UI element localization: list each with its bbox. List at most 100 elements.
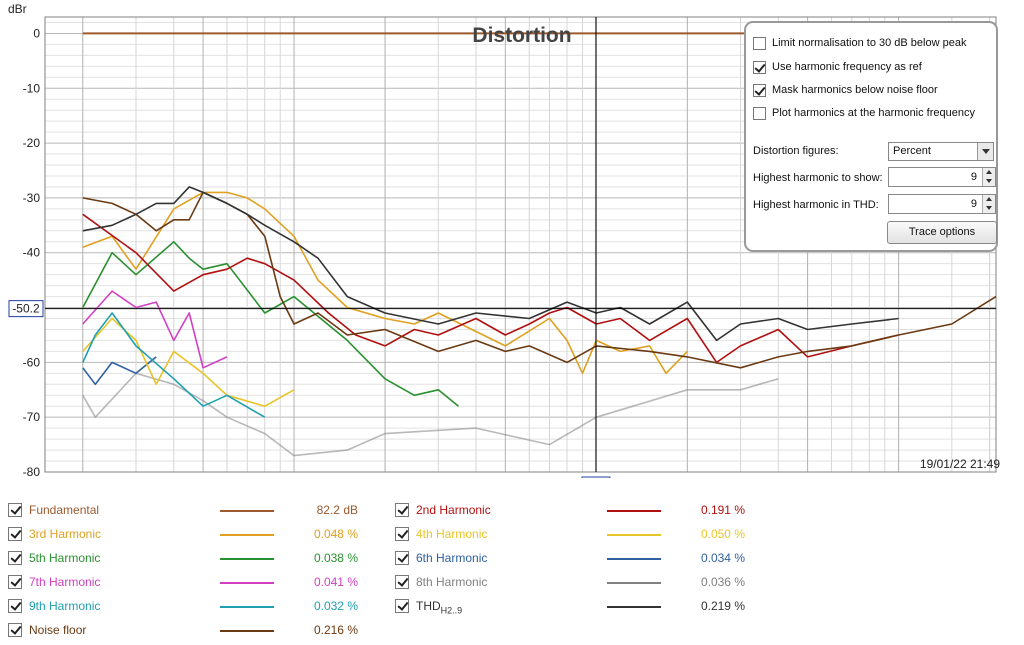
chevron-down-icon[interactable] bbox=[977, 143, 993, 160]
use-harmonic-frequency-label: Use harmonic frequency as ref bbox=[772, 61, 922, 73]
legend-name: 3rd Harmonic bbox=[29, 527, 102, 541]
series-line-8th-harmonic bbox=[82, 372, 779, 457]
x-tick-label: 100 bbox=[284, 477, 304, 478]
x-tick-label: 5k bbox=[801, 477, 815, 478]
x-tick-label: 20 bbox=[76, 477, 90, 478]
y-axis-label: dBr bbox=[8, 2, 27, 16]
legend-value: 0.191 % bbox=[700, 503, 745, 517]
y-tick-label: -60 bbox=[23, 355, 41, 369]
x-tick-label: 21kHz bbox=[988, 477, 1022, 478]
highest-harmonic-thd-label: Highest harmonic in THD: bbox=[753, 199, 879, 211]
legend-value: 0.048 % bbox=[313, 527, 358, 541]
mask-harmonics-label: Mask harmonics below noise floor bbox=[772, 84, 938, 96]
legend-value: 0.036 % bbox=[700, 575, 745, 589]
highest-harmonic-thd-value: 9 bbox=[970, 198, 977, 210]
x-tick-label: 3k bbox=[734, 477, 748, 478]
legend-name: 7th Harmonic bbox=[29, 575, 101, 589]
legend-checkbox-h3[interactable] bbox=[8, 527, 22, 541]
x-tick-label: 300 bbox=[428, 477, 448, 478]
legend-swatch bbox=[607, 606, 661, 608]
y-tick-label: 0 bbox=[33, 26, 40, 40]
legend-checkbox-h6[interactable] bbox=[395, 551, 409, 565]
legend-checkbox-fundamental[interactable] bbox=[8, 503, 22, 517]
legend-checkbox-h7[interactable] bbox=[8, 575, 22, 589]
legend-swatch bbox=[220, 606, 274, 608]
legend-value: 0.038 % bbox=[313, 551, 358, 565]
x-tick-label: 8k bbox=[863, 477, 877, 478]
series-line-4th-harmonic bbox=[82, 317, 295, 408]
legend-name: Fundamental bbox=[29, 503, 100, 517]
spinner-buttons bbox=[982, 168, 995, 186]
legend-checkbox-h8[interactable] bbox=[395, 575, 409, 589]
y-tick-label: -20 bbox=[23, 136, 41, 150]
timestamp: 19/01/22 21:49 bbox=[920, 457, 1000, 471]
distortion-figures-select[interactable]: Percent bbox=[888, 142, 994, 161]
legend-swatch bbox=[220, 510, 274, 512]
x-tick-label: 4k bbox=[772, 477, 786, 478]
legend-name: 6th Harmonic bbox=[416, 551, 488, 565]
x-tick-label: 15 bbox=[38, 477, 52, 478]
series-line-thd-h2-9 bbox=[82, 186, 899, 342]
series-line-7th-harmonic bbox=[82, 290, 228, 369]
legend-swatch bbox=[607, 582, 661, 584]
x-tick-label: 60 bbox=[220, 477, 234, 478]
legend-swatch bbox=[220, 558, 274, 560]
spin-down-icon[interactable] bbox=[983, 204, 995, 213]
legend-name: Noise floor bbox=[29, 623, 87, 637]
legend-checkbox-h4[interactable] bbox=[395, 527, 409, 541]
plot-harmonics-option[interactable]: Plot harmonics at the harmonic frequency bbox=[753, 105, 975, 121]
legend-checkbox-h5[interactable] bbox=[8, 551, 22, 565]
legend-checkbox-thd[interactable] bbox=[395, 599, 409, 613]
highest-harmonic-thd-spinner[interactable]: 9 bbox=[888, 194, 996, 214]
x-tick-label: 50 bbox=[196, 477, 210, 478]
cursor-x-readout-box bbox=[581, 476, 611, 478]
x-tick-label: 400 bbox=[466, 477, 486, 478]
chart-title: Distortion bbox=[472, 24, 571, 47]
legend-name: 2nd Harmonic bbox=[416, 503, 491, 517]
legend-name: 5th Harmonic bbox=[29, 551, 101, 565]
plot-harmonics-checkbox[interactable] bbox=[753, 106, 766, 120]
x-tick-label: 6k bbox=[825, 477, 839, 478]
series-line-5th-harmonic bbox=[82, 241, 460, 407]
y-tick-label: -80 bbox=[23, 465, 41, 478]
highest-harmonic-show-label: Highest harmonic to show: bbox=[753, 172, 883, 184]
legend-swatch bbox=[220, 630, 274, 632]
spin-down-icon[interactable] bbox=[983, 177, 995, 186]
y-tick-label: -30 bbox=[23, 191, 41, 205]
use-harmonic-frequency-option[interactable]: Use harmonic frequency as ref bbox=[753, 59, 922, 75]
legend-value: 82.2 dB bbox=[316, 503, 358, 517]
legend-value: 0.050 % bbox=[700, 527, 745, 541]
highest-harmonic-show-spinner[interactable]: 9 bbox=[888, 167, 996, 187]
cursor-y-readout: -50.2 bbox=[12, 302, 40, 316]
legend-value: 0.034 % bbox=[700, 551, 745, 565]
limit-normalisation-option[interactable]: Limit normalisation to 30 dB below peak bbox=[753, 35, 966, 51]
mask-harmonics-checkbox[interactable] bbox=[753, 83, 766, 97]
cursor-y-readout-box bbox=[8, 300, 44, 318]
legend-swatch bbox=[220, 534, 274, 536]
limit-normalisation-checkbox[interactable] bbox=[753, 36, 766, 50]
legend-checkbox-h9[interactable] bbox=[8, 599, 22, 613]
legend-checkbox-noise[interactable] bbox=[8, 623, 22, 637]
legend-name: 8th Harmonic bbox=[416, 575, 488, 589]
y-tick-label: -10 bbox=[23, 81, 41, 95]
legend-swatch bbox=[220, 582, 274, 584]
use-harmonic-frequency-checkbox[interactable] bbox=[753, 60, 766, 74]
x-tick-label: 2k bbox=[681, 477, 695, 478]
highest-harmonic-show-value: 9 bbox=[970, 171, 977, 183]
x-tick-label: 80 bbox=[258, 477, 272, 478]
trace-options-button[interactable]: Trace options bbox=[887, 221, 997, 244]
distortion-figures-value: Percent bbox=[893, 145, 931, 157]
plot-harmonics-label: Plot harmonics at the harmonic frequency bbox=[772, 107, 975, 119]
x-tick-label: 10k bbox=[889, 477, 909, 478]
legend-name: THDH2..9 bbox=[416, 598, 462, 618]
legend-value: 0.219 % bbox=[700, 599, 745, 613]
distortion-figures-label: Distortion figures: bbox=[753, 145, 839, 157]
legend-swatch bbox=[607, 534, 661, 536]
legend-checkbox-h2[interactable] bbox=[395, 503, 409, 517]
y-tick-label: -40 bbox=[23, 246, 41, 260]
distortion-options-panel: Limit normalisation to 30 dB below peak … bbox=[744, 21, 998, 252]
series-line-6th-harmonic bbox=[82, 356, 157, 386]
x-tick-label: 30 bbox=[129, 477, 143, 478]
legend-name: 4th Harmonic bbox=[416, 527, 488, 541]
mask-harmonics-option[interactable]: Mask harmonics below noise floor bbox=[753, 82, 938, 98]
